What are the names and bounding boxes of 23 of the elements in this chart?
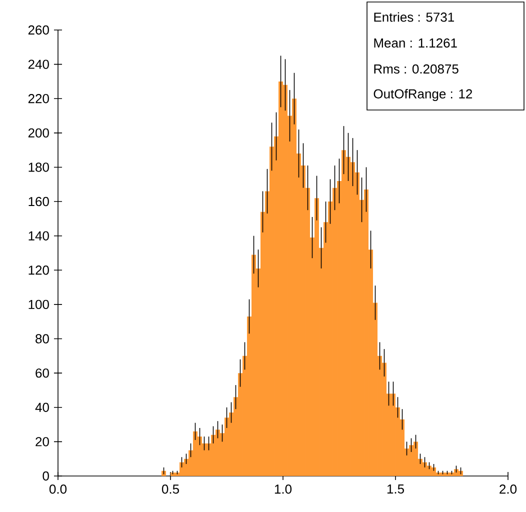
y-tick-label: 160 [28, 196, 49, 206]
annotation: Mean : 1.1261 [374, 38, 457, 48]
x-tick-label: 0.5 [162, 484, 179, 494]
x-tick-label: 1.0 [274, 484, 292, 494]
y-tick-label: 200 [28, 128, 49, 138]
y-tick-label: 100 [28, 300, 49, 310]
y-tick-label: 260 [28, 25, 49, 35]
y-tick-label: 80 [36, 334, 49, 344]
annotation: Rms : 0.20875 [374, 64, 458, 74]
y-tick-label: 120 [28, 266, 49, 275]
y-tick-label: 240 [28, 60, 49, 69]
y-tick-label: 220 [28, 94, 49, 104]
y-tick-label: 140 [28, 231, 49, 240]
y-tick-label: 180 [28, 162, 49, 172]
annotation: OutOfRange : 12 [374, 88, 472, 102]
x-tick-label: 0.0 [49, 484, 67, 494]
y-tick-label: 0 [42, 471, 49, 481]
y-tick-label: 20 [36, 437, 49, 446]
x-tick-label: 1.5 [387, 484, 404, 494]
x-tick-label: 2.0 [500, 484, 517, 494]
y-tick-label: 60 [36, 368, 49, 378]
text: Entries : 5731 [374, 12, 454, 22]
y-tick-label: 40 [35, 402, 49, 412]
